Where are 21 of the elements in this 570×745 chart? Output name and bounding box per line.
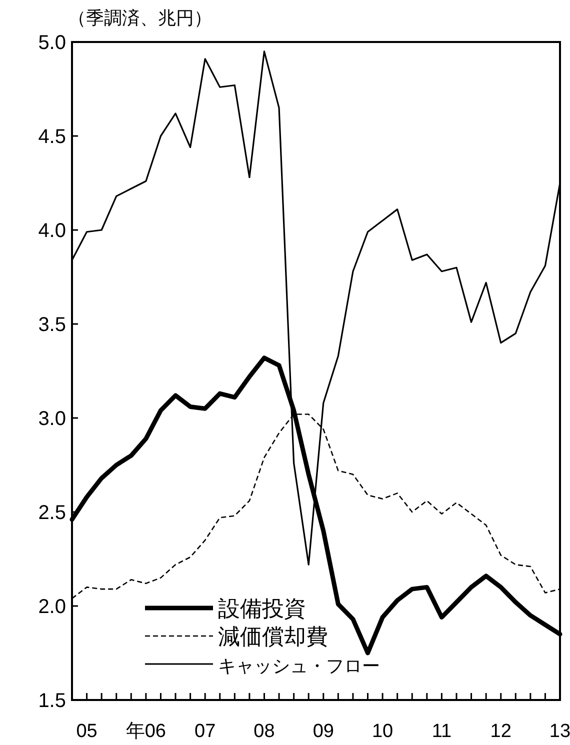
legend-label: キャッシュ・フロー xyxy=(218,656,380,676)
y-tick-label: 2.5 xyxy=(38,502,66,524)
x-tick-label: 年06 xyxy=(126,721,166,742)
y-tick-label: 4.0 xyxy=(38,220,66,242)
y-tick-label: 1.5 xyxy=(38,690,66,712)
y-tick-label: 5.0 xyxy=(38,32,66,54)
x-tick-label: 13 xyxy=(549,721,570,742)
x-tick-label: 10 xyxy=(372,721,394,742)
x-tick-label: 08 xyxy=(254,721,275,742)
x-tick-label: 09 xyxy=(312,721,334,742)
legend-label: 設備投資 xyxy=(218,596,306,621)
x-tick-label: 07 xyxy=(194,721,216,742)
x-tick-label: 12 xyxy=(490,721,512,742)
y-tick-label: 3.5 xyxy=(38,314,66,336)
legend-label: 減価償却費 xyxy=(218,624,328,649)
y-tick-label: 2.0 xyxy=(38,596,66,618)
x-tick-label: 11 xyxy=(432,721,452,742)
x-tick-label: 05 xyxy=(76,721,98,742)
y-axis-title: （季調済、兆円） xyxy=(68,8,212,28)
y-tick-label: 3.0 xyxy=(38,408,66,430)
y-tick-label: 4.5 xyxy=(38,126,66,148)
